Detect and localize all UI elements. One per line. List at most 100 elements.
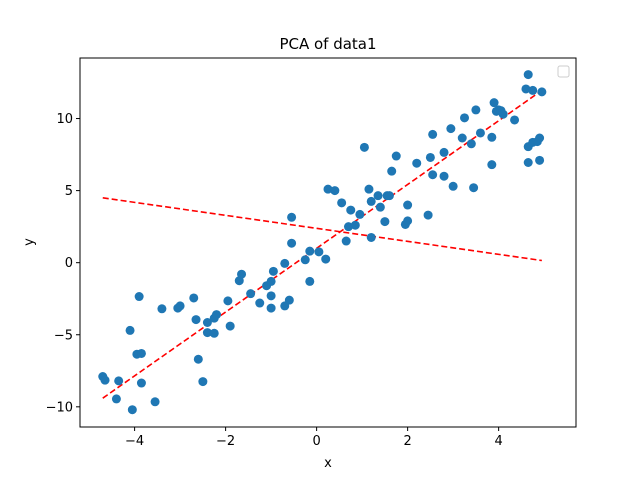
- scatter-point: [305, 246, 315, 256]
- scatter-point: [323, 184, 333, 194]
- scatter-point: [439, 147, 449, 157]
- y-tick-label: 0: [65, 256, 73, 271]
- scatter-point: [359, 142, 369, 152]
- x-tick-label: 0: [312, 434, 320, 449]
- scatter-point: [375, 202, 385, 212]
- scatter-point: [439, 171, 449, 181]
- scatter-point: [537, 87, 547, 97]
- scatter-point: [280, 258, 290, 268]
- scatter-point: [412, 158, 422, 168]
- scatter-point: [528, 85, 538, 95]
- scatter-point: [284, 295, 294, 305]
- x-tick-label: 4: [495, 434, 503, 449]
- scatter-point: [366, 196, 376, 206]
- scatter-point: [287, 212, 297, 222]
- scatter-point: [125, 325, 135, 335]
- scatter-point: [191, 315, 201, 325]
- scatter-point: [373, 191, 383, 201]
- scatter-point: [136, 348, 146, 358]
- scatter-point: [225, 321, 235, 331]
- scatter-point: [189, 293, 199, 303]
- scatter-point: [237, 269, 247, 279]
- x-axis-label: x: [324, 456, 332, 471]
- y-tick-label: −5: [54, 328, 73, 343]
- y-tick-label: 10: [56, 112, 73, 127]
- scatter-point: [487, 160, 497, 170]
- scatter-point: [391, 151, 401, 161]
- scatter-point: [202, 317, 212, 327]
- scatter-point: [364, 184, 374, 194]
- scatter-point: [157, 304, 167, 314]
- scatter-point: [425, 152, 435, 162]
- scatter-point: [366, 232, 376, 242]
- scatter-point: [489, 98, 499, 108]
- scatter-point: [341, 236, 351, 246]
- scatter-point: [305, 276, 315, 286]
- x-axis: −4 −2 0 2 4: [125, 427, 503, 449]
- x-tick-label: −2: [216, 434, 235, 449]
- scatter-point: [350, 220, 360, 230]
- x-tick-label: 2: [403, 434, 411, 449]
- scatter-point: [460, 113, 470, 123]
- scatter-point: [266, 291, 276, 301]
- scatter-point: [136, 378, 146, 388]
- scatter-point: [521, 84, 531, 94]
- scatter-point: [475, 128, 485, 138]
- scatter-point: [209, 328, 219, 338]
- scatter-point: [428, 170, 438, 180]
- scatter-point: [403, 200, 413, 210]
- scatter-point: [510, 115, 520, 125]
- scatter-point: [423, 210, 433, 220]
- scatter-point: [266, 276, 276, 286]
- scatter-point: [446, 124, 456, 134]
- scatter-point: [343, 222, 353, 232]
- scatter-point: [487, 132, 497, 142]
- scatter-point: [134, 292, 144, 302]
- scatter-point: [255, 298, 265, 308]
- scatter-point: [380, 217, 390, 227]
- scatter-point: [384, 191, 394, 201]
- scatter-point: [268, 266, 278, 276]
- plot-area: [79, 57, 577, 428]
- scatter-point: [266, 303, 276, 313]
- scatter-point: [457, 133, 467, 143]
- scatter-point: [100, 375, 110, 385]
- scatter-point: [387, 166, 397, 176]
- legend-box: [557, 65, 570, 78]
- scatter-point: [150, 397, 160, 407]
- scatter-point: [428, 129, 438, 139]
- pca-component-line-2: [102, 197, 542, 262]
- scatter-point: [300, 255, 310, 265]
- scatter-point: [111, 394, 121, 404]
- scatter-point: [523, 70, 533, 80]
- y-axis-label: y: [22, 238, 37, 246]
- scatter-point: [175, 301, 185, 311]
- scatter-point: [202, 328, 212, 338]
- chart-title: PCA of data1: [279, 35, 376, 53]
- scatter-point: [212, 310, 222, 320]
- scatter-point: [127, 405, 137, 415]
- scatter-point: [471, 105, 481, 115]
- scatter-point: [535, 155, 545, 165]
- scatter-point: [193, 354, 203, 364]
- y-tick-label: 5: [65, 184, 73, 199]
- scatter-point: [321, 254, 331, 264]
- scatter-point: [355, 209, 365, 219]
- scatter-point: [535, 133, 545, 143]
- scatter-point: [330, 186, 340, 196]
- scatter-point: [314, 247, 324, 257]
- scatter-points: [98, 70, 547, 415]
- scatter-point: [523, 158, 533, 168]
- scatter-point: [114, 376, 124, 386]
- scatter-point: [246, 289, 256, 299]
- scatter-point: [448, 181, 458, 191]
- scatter-point: [198, 377, 208, 387]
- scatter-point: [346, 205, 356, 215]
- scatter-point: [466, 139, 476, 149]
- scatter-point: [469, 183, 479, 193]
- scatter-point: [287, 238, 297, 248]
- scatter-point: [498, 109, 508, 119]
- y-axis: −10 −5 0 5 10: [46, 112, 80, 415]
- scatter-point: [223, 296, 233, 306]
